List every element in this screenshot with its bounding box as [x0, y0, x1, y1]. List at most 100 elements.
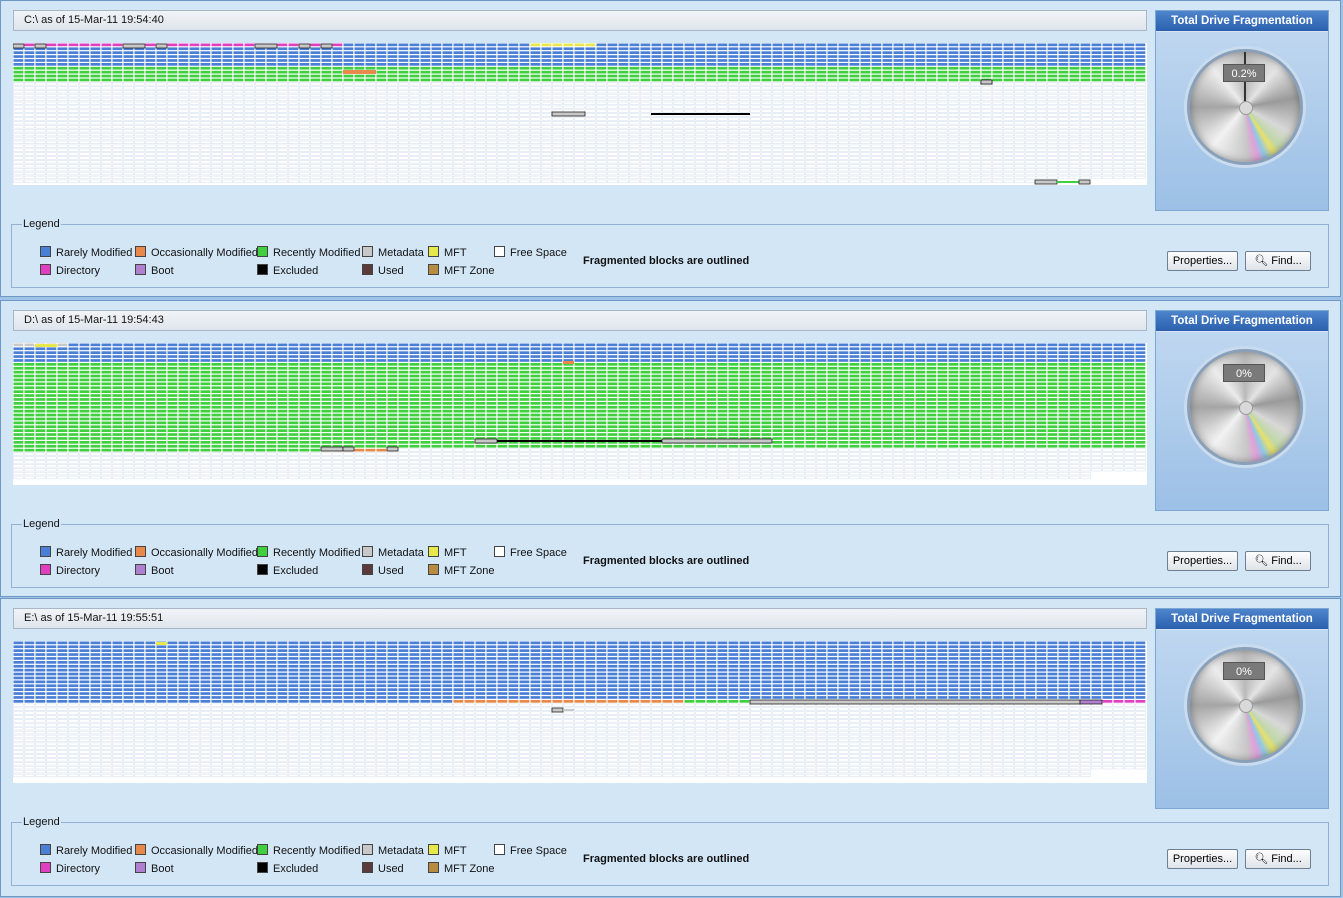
cluster-block	[1025, 370, 1036, 374]
cluster-block	[310, 55, 321, 58]
cluster-block	[706, 374, 717, 378]
cluster-block	[310, 148, 321, 152]
cluster-block	[574, 59, 585, 62]
cluster-block	[453, 101, 464, 106]
cluster-block	[805, 89, 816, 94]
cluster-block	[970, 370, 981, 374]
cluster-block	[255, 59, 266, 62]
cluster-block	[805, 156, 816, 160]
cluster-block	[145, 117, 156, 121]
cluster-block	[541, 59, 552, 62]
cluster-block	[145, 74, 156, 78]
cluster-block	[739, 355, 750, 358]
cluster-block	[167, 117, 178, 121]
cluster-block	[662, 47, 673, 51]
cluster-block	[618, 175, 629, 180]
cluster-block	[46, 97, 57, 102]
cluster-block	[1025, 136, 1036, 141]
cluster-block	[101, 160, 112, 164]
cluster-block	[772, 374, 783, 378]
cluster-block	[552, 132, 563, 137]
cluster-block	[409, 66, 420, 70]
cluster-block	[1102, 171, 1113, 176]
cluster-block	[387, 359, 398, 362]
cluster-block	[959, 156, 970, 160]
cluster-block	[1036, 101, 1047, 106]
cluster-block	[783, 70, 794, 74]
cluster-block	[134, 121, 145, 125]
cluster-block	[354, 175, 365, 180]
cluster-block	[299, 171, 310, 176]
cluster-block	[453, 175, 464, 180]
cluster-block	[772, 148, 783, 152]
cluster-block	[1124, 117, 1135, 121]
cluster-block	[541, 132, 552, 137]
cluster-map[interactable]	[13, 43, 1147, 185]
cluster-block	[167, 121, 178, 125]
properties-button[interactable]: Properties...	[1167, 251, 1238, 271]
cluster-block	[992, 355, 1003, 358]
cluster-block	[904, 179, 915, 184]
cluster-block	[1069, 382, 1080, 386]
cluster-block	[706, 109, 717, 113]
cluster-block	[662, 179, 673, 184]
cluster-block	[970, 47, 981, 51]
cluster-block	[46, 370, 57, 374]
cluster-block	[695, 164, 706, 168]
cluster-map[interactable]	[13, 343, 1147, 485]
cluster-block	[486, 152, 497, 156]
cluster-block	[552, 366, 563, 370]
cluster-block	[1036, 109, 1047, 113]
cluster-block	[640, 66, 651, 70]
cluster-block	[431, 113, 442, 117]
cluster-block	[1003, 374, 1014, 378]
cluster-block	[871, 59, 882, 62]
cluster-block	[354, 144, 365, 148]
cluster-block	[464, 113, 475, 117]
cluster-block	[640, 121, 651, 125]
cluster-block	[431, 363, 442, 366]
cluster-block	[519, 89, 530, 94]
cluster-block	[90, 43, 101, 47]
cluster-block	[244, 386, 255, 390]
cluster-block	[13, 101, 24, 106]
cluster-block	[728, 59, 739, 62]
cluster-block	[189, 160, 200, 164]
cluster-block	[134, 148, 145, 152]
cluster-block	[299, 179, 310, 184]
find-button[interactable]: 🔍︎ Find...	[1245, 251, 1311, 271]
cluster-block	[651, 70, 662, 74]
cluster-block	[827, 51, 838, 54]
cluster-block	[376, 179, 387, 184]
cluster-block	[90, 366, 101, 370]
cluster-block	[574, 144, 585, 148]
cluster-block	[607, 89, 618, 94]
cluster-block	[651, 359, 662, 362]
cluster-block	[409, 82, 420, 86]
cluster-block	[365, 129, 376, 133]
cluster-block	[431, 63, 442, 66]
cluster-block	[893, 382, 904, 386]
cluster-block	[1047, 164, 1058, 168]
cluster-block	[981, 382, 992, 386]
cluster-block	[79, 121, 90, 125]
cluster-block	[277, 363, 288, 366]
cluster-block	[783, 109, 794, 113]
cluster-block	[354, 168, 365, 172]
cluster-block	[794, 366, 805, 370]
cluster-block	[1135, 347, 1146, 351]
cluster-block	[464, 109, 475, 113]
cluster-block	[288, 105, 299, 109]
cluster-block	[717, 343, 728, 347]
cluster-block	[937, 355, 948, 358]
cluster-block	[453, 63, 464, 66]
cluster-block	[134, 168, 145, 172]
cluster-block	[332, 117, 343, 121]
cluster-block	[145, 343, 156, 347]
cluster-block	[893, 86, 904, 90]
cluster-block	[728, 382, 739, 386]
cluster-block	[167, 374, 178, 378]
cluster-block	[651, 355, 662, 358]
cluster-block	[1102, 152, 1113, 156]
cluster-block	[805, 82, 816, 86]
